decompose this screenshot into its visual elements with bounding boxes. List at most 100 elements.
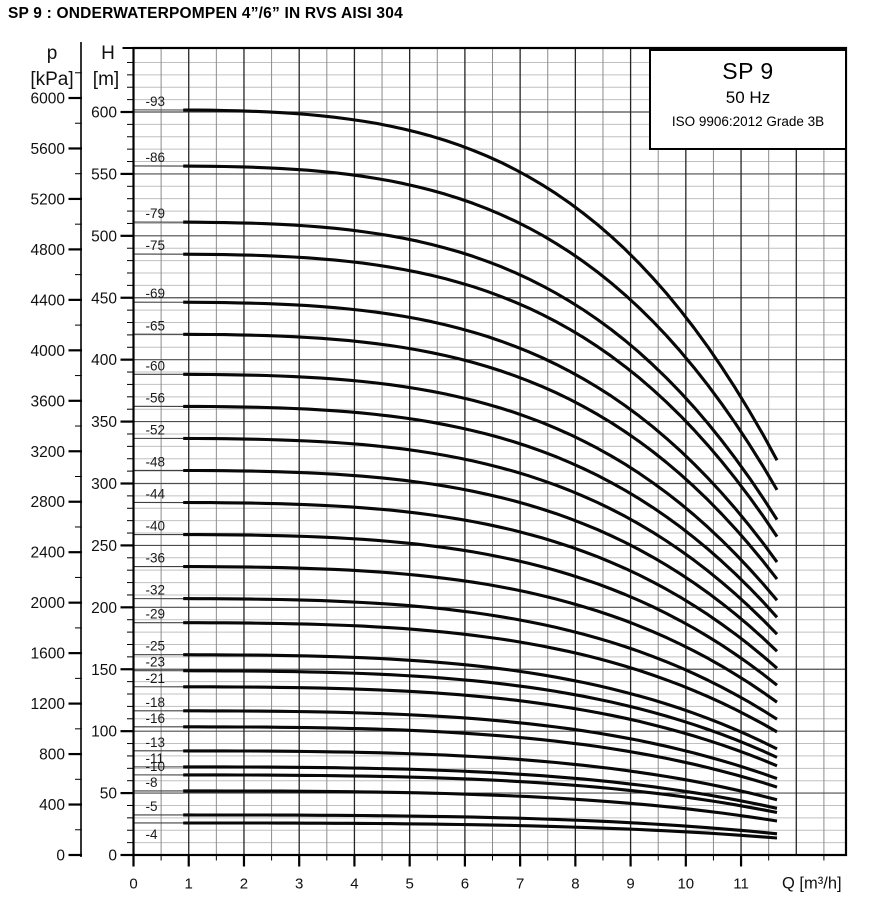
curve-label-8: -8	[146, 775, 158, 790]
flow-tick-label: 6	[461, 876, 469, 893]
curve-label-18: -18	[146, 695, 166, 710]
pump-curve-44	[183, 500, 779, 670]
head-axis-unit: [m]	[93, 69, 119, 90]
pump-curve-25	[183, 653, 778, 751]
pump-curve-65	[183, 332, 779, 581]
pump-curve-18	[183, 709, 778, 781]
page-title: SP 9 : ONDERWATERPOMPEN 4”/6” IN RVS AIS…	[8, 5, 403, 22]
head-tick-label: 350	[91, 414, 117, 431]
pressure-axis-unit: [kPa]	[30, 69, 73, 90]
curve-label-21: -21	[146, 671, 166, 686]
pump-curve-29	[183, 621, 778, 734]
curve-label-5: -5	[146, 799, 158, 814]
pump-curve-13	[183, 749, 778, 802]
head-tick-label: 50	[100, 786, 118, 803]
curve-labels: -93 -86 -79 -75 -69 -65 -60 -56 -52 -48 -44 -40 -36 -…	[146, 94, 166, 842]
legend-standard: ISO 9906:2012 Grade 3B	[671, 114, 825, 129]
pump-curve-4	[183, 821, 778, 840]
pressure-tick-label: 4400	[31, 292, 66, 309]
pump-curve-52	[183, 436, 779, 636]
curve-label-11: -11	[146, 751, 165, 766]
curve-label-36: -36	[146, 551, 166, 566]
head-tick-label: 200	[91, 600, 117, 617]
pump-curve-93	[183, 108, 779, 461]
flow-tick-label: 3	[295, 876, 303, 893]
flow-tick-label: 5	[405, 876, 413, 893]
curve-label-29: -29	[146, 607, 166, 622]
curve-label-56: -56	[146, 390, 166, 405]
curve-label-93: -93	[146, 94, 166, 109]
flow-tick-label: 7	[516, 876, 524, 893]
pressure-tick-label: 6000	[31, 91, 66, 108]
curve-label-60: -60	[146, 358, 166, 373]
curve-lead-lines	[133, 109, 186, 824]
pump-curve-10	[183, 773, 778, 815]
flow-tick-label: 2	[240, 876, 248, 893]
pressure-axis: 0 400 800 1200 1600 2000 2400 2800 3200 3600 4000 4…	[30, 42, 82, 865]
pump-curve-32	[183, 597, 778, 721]
plot-frame	[132, 46, 848, 857]
curve-label-23: -23	[146, 655, 166, 670]
flow-tick-label: 9	[626, 876, 634, 893]
curve-label-16: -16	[146, 711, 166, 726]
legend-pump-model: SP 9	[722, 58, 774, 84]
flow-tick-label: 10	[677, 876, 694, 893]
head-tick-label: 550	[91, 166, 117, 183]
pump-curve-11	[183, 765, 778, 810]
pressure-tick-label: 3200	[31, 444, 66, 461]
pressure-tick-label: 5600	[31, 141, 66, 158]
pressure-tick-label: 2400	[31, 545, 66, 562]
pump-curve-79	[183, 220, 779, 521]
pump-curve-60	[183, 372, 779, 602]
pump-curve-16	[183, 725, 778, 789]
curve-label-69: -69	[146, 286, 166, 301]
flow-tick-label: 4	[350, 876, 358, 893]
grid	[133, 48, 846, 855]
flow-tick-label: 1	[185, 876, 193, 893]
head-axis: 0 50 100 150 200 250 300 350 400 450 500 550 600 H [m]	[91, 43, 135, 865]
head-tick-label: 500	[91, 228, 117, 245]
pressure-tick-label: 3600	[31, 393, 66, 410]
flow-tick-label: 8	[571, 876, 579, 893]
pump-curve-40	[183, 533, 778, 687]
curve-label-10: -10	[146, 759, 166, 774]
pump-curve-86	[183, 164, 779, 491]
head-tick-label: 150	[91, 662, 117, 679]
pressure-tick-label: 400	[39, 797, 65, 814]
pump-curve-36	[183, 565, 778, 704]
pressure-tick-label: 0	[56, 848, 65, 865]
pump-curve-48	[183, 468, 779, 653]
curve-label-40: -40	[146, 519, 166, 534]
pump-curve-5	[183, 813, 778, 836]
pressure-tick-label: 5200	[31, 191, 66, 208]
flow-axis: 0 1 2 3 4 5 6 7 8 9 10 11 Q [m³/h]	[129, 855, 842, 893]
pressure-tick-label: 1600	[31, 646, 66, 663]
head-tick-label: 100	[91, 724, 117, 741]
pump-curves	[183, 108, 779, 840]
pump-curve-21	[183, 685, 778, 768]
pump-curve-69	[183, 300, 779, 564]
flow-axis-unit: Q [m³/h]	[782, 875, 842, 893]
head-tick-label: 450	[91, 290, 117, 307]
pressure-axis-title: p	[47, 43, 58, 64]
pump-curve-23	[183, 669, 778, 759]
pressure-tick-label: 4800	[31, 242, 66, 259]
pressure-tick-label: 800	[39, 747, 65, 764]
pump-curve-8	[183, 789, 778, 823]
legend-frequency: 50 Hz	[725, 88, 771, 107]
head-tick-label: 600	[91, 105, 117, 122]
curve-label-79: -79	[146, 206, 166, 221]
legend-box: SP 9 50 Hz ISO 9906:2012 Grade 3B	[649, 49, 847, 150]
curve-label-75: -75	[146, 238, 166, 253]
curve-label-13: -13	[146, 735, 166, 750]
pressure-tick-label: 2800	[31, 494, 66, 511]
head-axis-title: H	[101, 43, 115, 64]
head-tick-label: 250	[91, 538, 117, 555]
pressure-tick-label: 4000	[31, 343, 66, 360]
curve-label-48: -48	[146, 454, 166, 469]
pump-curve-75	[183, 252, 779, 538]
pressure-tick-label: 2000	[31, 595, 66, 612]
flow-tick-label: 11	[733, 876, 749, 893]
head-tick-label: 400	[91, 352, 117, 369]
